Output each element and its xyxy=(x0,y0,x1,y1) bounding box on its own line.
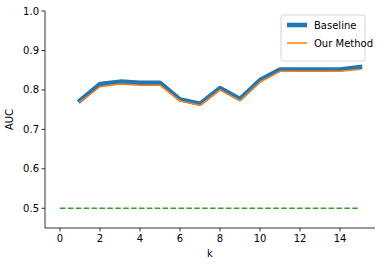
x-tick-label: 8 xyxy=(217,233,223,244)
series-line xyxy=(80,69,360,105)
y-tick xyxy=(42,11,46,12)
x-tick xyxy=(100,228,101,232)
x-tick xyxy=(220,228,221,232)
x-axis xyxy=(45,228,375,229)
x-tick xyxy=(260,228,261,232)
legend-label: Baseline xyxy=(314,20,356,31)
y-tick xyxy=(42,208,46,209)
x-tick-label: 0 xyxy=(57,233,63,244)
x-axis-label: k xyxy=(207,248,213,259)
legend-swatch xyxy=(287,42,307,44)
y-tick-label: 0.5 xyxy=(23,203,39,214)
series-line xyxy=(60,208,360,210)
legend: Baseline Our Method xyxy=(281,15,373,61)
y-tick-label: 1.0 xyxy=(23,6,39,17)
y-axis xyxy=(45,11,46,228)
y-tick xyxy=(42,89,46,90)
x-tick-label: 10 xyxy=(254,233,267,244)
x-tick xyxy=(180,228,181,232)
x-tick-label: 2 xyxy=(97,233,103,244)
y-tick xyxy=(42,168,46,169)
plot-area xyxy=(60,67,360,208)
y-tick xyxy=(42,129,46,130)
x-tick-label: 6 xyxy=(177,233,183,244)
chart: 0 2 4 6 8 10 12 14 0.5 0.6 0.7 0.8 0.9 1.0 k AUC Baselin… xyxy=(0,0,386,266)
y-tick-label: 0.9 xyxy=(23,45,39,56)
y-tick-label: 0.7 xyxy=(23,124,39,135)
x-tick xyxy=(140,228,141,232)
x-tick xyxy=(60,228,61,232)
y-axis-label: AUC xyxy=(4,109,15,130)
series-line xyxy=(80,67,360,104)
y-tick-label: 0.8 xyxy=(23,84,39,95)
x-tick-label: 14 xyxy=(334,233,347,244)
x-tick xyxy=(340,228,341,232)
y-tick-label: 0.6 xyxy=(23,163,39,174)
x-tick-label: 4 xyxy=(137,233,143,244)
x-tick-label: 12 xyxy=(294,233,307,244)
legend-label: Our Method xyxy=(314,38,373,49)
y-tick xyxy=(42,50,46,51)
x-tick xyxy=(300,228,301,232)
legend-swatch xyxy=(287,23,307,28)
